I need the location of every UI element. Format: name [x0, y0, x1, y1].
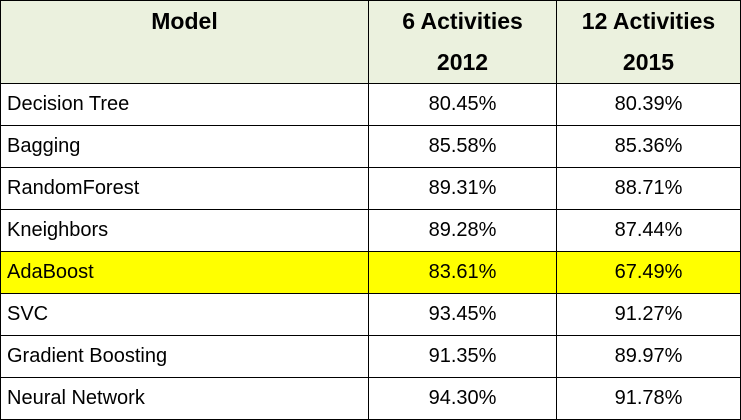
header-12-activities: 12 Activities 2015	[556, 0, 741, 84]
header-row: Model 6 Activities 2012 12 Activities 20…	[0, 0, 741, 84]
header-12-activities-year: 2015	[622, 49, 675, 75]
model-name-cell: Neural Network	[0, 377, 369, 420]
table-row: AdaBoost 83.61% 67.49%	[0, 251, 741, 294]
model-name-cell: Gradient Boosting	[0, 335, 369, 378]
table-row: Gradient Boosting 91.35% 89.97%	[0, 335, 741, 378]
table-row: SVC 93.45% 91.27%	[0, 293, 741, 336]
accuracy-12-activities-cell: 67.49%	[556, 251, 741, 294]
header-12-activities-label: 12 Activities	[581, 8, 716, 34]
table-row: RandomForest 89.31% 88.71%	[0, 167, 741, 210]
accuracy-6-activities-cell: 89.31%	[368, 167, 557, 210]
model-name-cell: Bagging	[0, 125, 369, 168]
accuracy-12-activities-cell: 89.97%	[556, 335, 741, 378]
accuracy-6-activities-cell: 93.45%	[368, 293, 557, 336]
header-6-activities-label: 6 Activities	[402, 8, 523, 34]
accuracy-12-activities-cell: 91.27%	[556, 293, 741, 336]
table-row: Decision Tree 80.45% 80.39%	[0, 83, 741, 126]
table-row: Bagging 85.58% 85.36%	[0, 125, 741, 168]
table-body: Decision Tree 80.45% 80.39% Bagging 85.58% 85…	[0, 83, 741, 420]
accuracy-12-activities-cell: 88.71%	[556, 167, 741, 210]
accuracy-6-activities-cell: 89.28%	[368, 209, 557, 252]
accuracy-6-activities-cell: 91.35%	[368, 335, 557, 378]
header-model: Model	[0, 0, 369, 84]
model-name-cell: RandomForest	[0, 167, 369, 210]
accuracy-6-activities-cell: 80.45%	[368, 83, 557, 126]
model-name-cell: SVC	[0, 293, 369, 336]
accuracy-6-activities-cell: 83.61%	[368, 251, 557, 294]
table-header: Model 6 Activities 2012 12 Activities 20…	[0, 0, 741, 84]
table-row: Neural Network 94.30% 91.78%	[0, 377, 741, 420]
accuracy-12-activities-cell: 91.78%	[556, 377, 741, 420]
accuracy-12-activities-cell: 80.39%	[556, 83, 741, 126]
model-name-cell: AdaBoost	[0, 251, 369, 294]
table-row: Kneighbors 89.28% 87.44%	[0, 209, 741, 252]
model-name-cell: Kneighbors	[0, 209, 369, 252]
model-name-cell: Decision Tree	[0, 83, 369, 126]
header-6-activities: 6 Activities 2012	[368, 0, 557, 84]
header-model-label: Model	[151, 8, 218, 34]
accuracy-6-activities-cell: 94.30%	[368, 377, 557, 420]
accuracy-12-activities-cell: 87.44%	[556, 209, 741, 252]
accuracy-12-activities-cell: 85.36%	[556, 125, 741, 168]
header-6-activities-year: 2012	[436, 49, 489, 75]
accuracy-6-activities-cell: 85.58%	[368, 125, 557, 168]
